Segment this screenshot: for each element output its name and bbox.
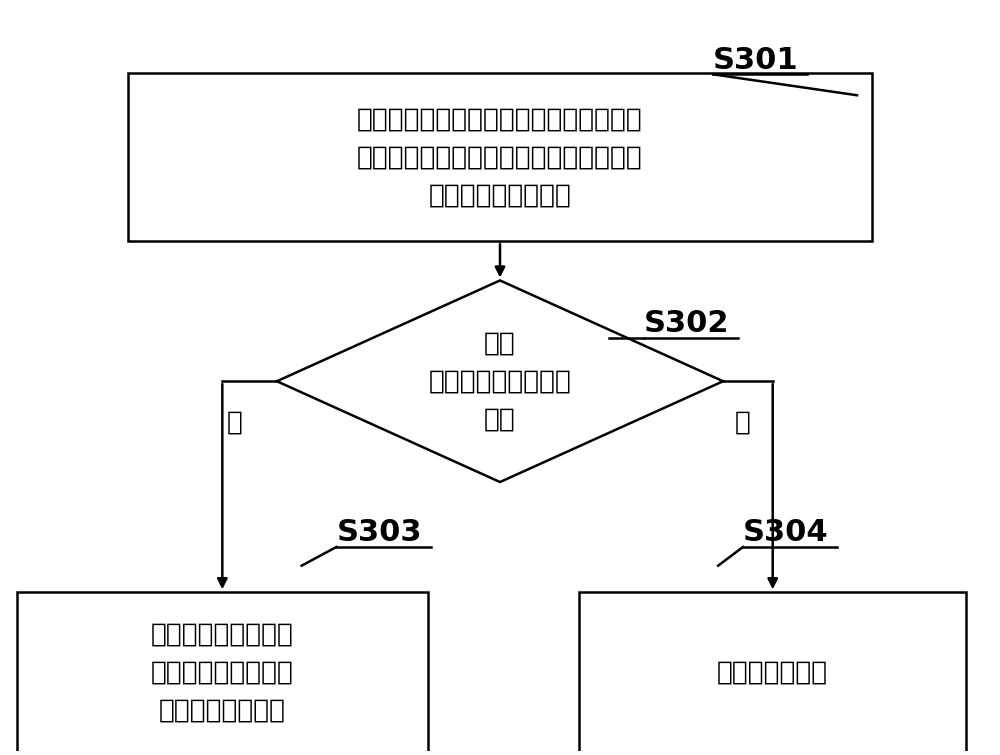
Text: S301: S301 — [713, 45, 799, 75]
Text: 是: 是 — [735, 409, 751, 436]
Text: 保存该令牌，并调用
该接口请求所请求的
接口进行业务处理: 保存该令牌，并调用 该接口请求所请求的 接口进行业务处理 — [151, 621, 294, 723]
Text: 判断
是否已存储有相同的
令牌: 判断 是否已存储有相同的 令牌 — [429, 330, 571, 432]
Text: S302: S302 — [644, 310, 729, 338]
Text: S304: S304 — [743, 518, 829, 547]
Text: 否: 否 — [226, 409, 242, 436]
Text: 放弃该接口请求: 放弃该接口请求 — [717, 659, 828, 686]
Text: 在接收到调用端发来的接口请求时，依据
所述接口请求的特征信息生成与所述接口
请求唯一对应的令牌: 在接收到调用端发来的接口请求时，依据 所述接口请求的特征信息生成与所述接口 请求… — [357, 106, 643, 208]
Text: S303: S303 — [336, 518, 422, 547]
FancyBboxPatch shape — [579, 592, 966, 753]
FancyBboxPatch shape — [17, 592, 428, 753]
FancyBboxPatch shape — [128, 73, 872, 242]
Polygon shape — [277, 280, 723, 482]
